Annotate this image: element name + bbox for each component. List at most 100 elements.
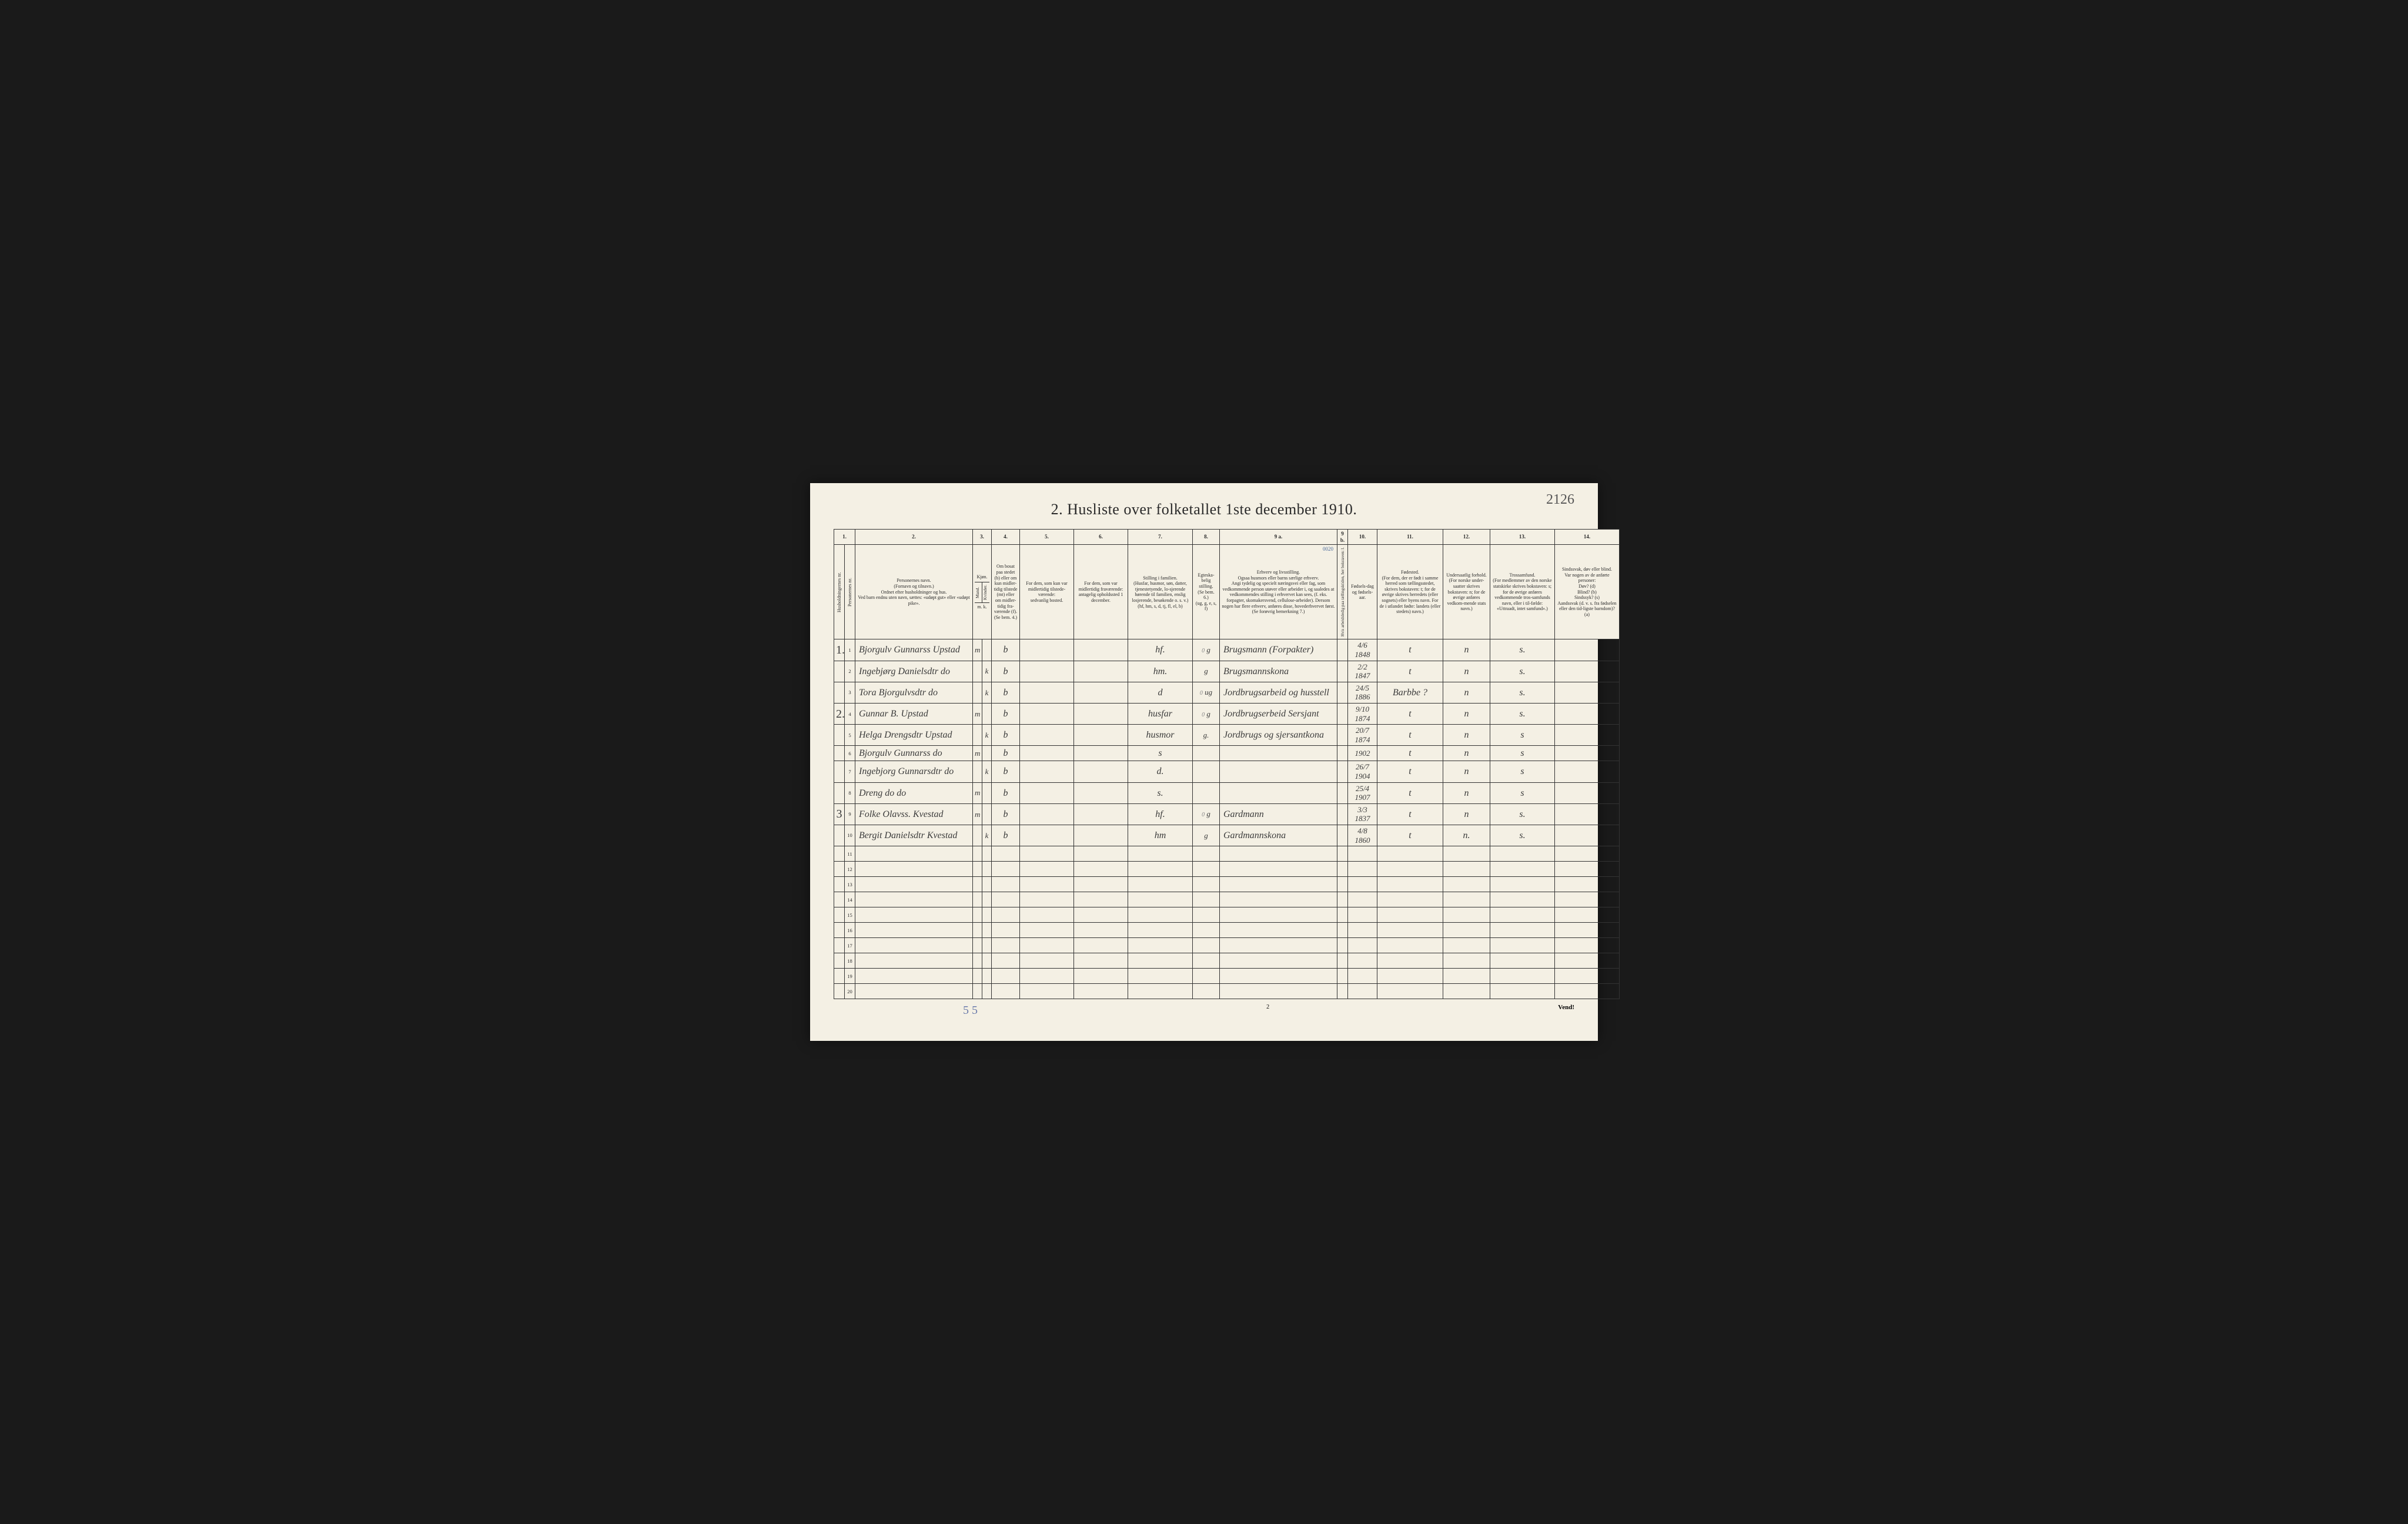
cell-residence: b (992, 761, 1020, 782)
colnum-9b: 9 b. (1337, 529, 1348, 545)
cell-birthplace (1377, 953, 1443, 969)
cell-nationality: n (1443, 661, 1490, 682)
hdr-disability: Sindssvak, døv eller blind. Var nogen av… (1555, 545, 1620, 639)
cell-sex-k (982, 782, 992, 803)
cell-sex-m (973, 682, 982, 703)
table-row-empty: 20 (834, 984, 1620, 999)
cell-hh-nr (834, 907, 845, 923)
cell-birth: 1902 (1348, 746, 1377, 761)
cell-family-pos (1128, 892, 1193, 907)
cell-birthplace (1377, 846, 1443, 862)
cell-occupation: Gardmannskona (1220, 825, 1337, 846)
cell-residence: b (992, 661, 1020, 682)
cell-family-pos (1128, 938, 1193, 953)
cell-name: Dreng do do (855, 782, 973, 803)
cell-religion: s (1490, 746, 1555, 761)
cell-marital (1193, 907, 1220, 923)
cell-marital: 0 g (1193, 639, 1220, 661)
cell-c6 (1074, 704, 1128, 725)
cell-c6 (1074, 803, 1128, 825)
cell-birth (1348, 984, 1377, 999)
cell-sex-m (973, 877, 982, 892)
cell-residence: b (992, 782, 1020, 803)
cell-disability (1555, 938, 1620, 953)
cell-sex-m (973, 953, 982, 969)
cell-sex-m (973, 825, 982, 846)
cell-unemployed (1337, 877, 1348, 892)
colnum-13: 13. (1490, 529, 1555, 545)
cell-sex-k: k (982, 725, 992, 746)
cell-religion (1490, 969, 1555, 984)
table-row: 2 Ingebjørg Danielsdtr do k b hm. g Brug… (834, 661, 1620, 682)
cell-religion: s. (1490, 825, 1555, 846)
cell-birthplace: t (1377, 803, 1443, 825)
cell-residence (992, 938, 1020, 953)
cell-birth (1348, 892, 1377, 907)
cell-sex-m (973, 969, 982, 984)
cell-hh-nr (834, 892, 845, 907)
cell-unemployed (1337, 892, 1348, 907)
cell-nationality (1443, 907, 1490, 923)
cell-nationality (1443, 923, 1490, 938)
cell-disability (1555, 761, 1620, 782)
cell-birthplace: t (1377, 761, 1443, 782)
hdr-person-nr: Personernes nr. (845, 545, 855, 639)
cell-c6 (1074, 825, 1128, 846)
cell-birth: 4/6 1848 (1348, 639, 1377, 661)
cell-occupation (1220, 938, 1337, 953)
cell-family-pos: hm. (1128, 661, 1193, 682)
cell-birth: 26/7 1904 (1348, 761, 1377, 782)
cell-birthplace (1377, 984, 1443, 999)
cell-occupation (1220, 969, 1337, 984)
cell-c6 (1074, 846, 1128, 862)
cell-disability (1555, 661, 1620, 682)
cell-nationality (1443, 969, 1490, 984)
hdr-temp-absent: For dem, som var midlertidig fraværende:… (1074, 545, 1128, 639)
cell-unemployed (1337, 938, 1348, 953)
hdr-sex: Kjøn. Mand. Kvinder. m. k. (973, 545, 992, 639)
cell-nationality: n (1443, 803, 1490, 825)
cell-birth (1348, 953, 1377, 969)
cell-unemployed (1337, 746, 1348, 761)
cell-c6 (1074, 877, 1128, 892)
cell-marital (1193, 877, 1220, 892)
hdr-religion: Trossamfund. (For medlemmer av den norsk… (1490, 545, 1555, 639)
cell-nationality (1443, 892, 1490, 907)
cell-sex-k (982, 923, 992, 938)
cell-hh-nr (834, 782, 845, 803)
cell-person-nr: 19 (845, 969, 855, 984)
cell-c5 (1020, 761, 1074, 782)
cell-residence (992, 862, 1020, 877)
cell-birthplace (1377, 907, 1443, 923)
colnum-1: 1. (834, 529, 855, 545)
cell-c6 (1074, 761, 1128, 782)
cell-sex-k: k (982, 661, 992, 682)
cell-hh-nr (834, 682, 845, 703)
cell-marital: 0 ug (1193, 682, 1220, 703)
cell-birth (1348, 907, 1377, 923)
cell-occupation (1220, 877, 1337, 892)
cell-birth: 20/7 1874 (1348, 725, 1377, 746)
cell-family-pos: s. (1128, 782, 1193, 803)
cell-marital: g (1193, 825, 1220, 846)
hdr-occupation-text: Erhverv og livsstilling. Ogsaa husmors e… (1222, 570, 1335, 614)
cell-birthplace: t (1377, 746, 1443, 761)
cell-sex-k (982, 938, 992, 953)
cell-disability (1555, 825, 1620, 846)
cell-occupation (1220, 953, 1337, 969)
cell-unemployed (1337, 969, 1348, 984)
cell-sex-m (973, 846, 982, 862)
cell-name (855, 892, 973, 907)
cell-unemployed (1337, 782, 1348, 803)
cell-person-nr: 11 (845, 846, 855, 862)
cell-hh-nr (834, 969, 845, 984)
colnum-9a: 9 a. (1220, 529, 1337, 545)
colnum-8: 8. (1193, 529, 1220, 545)
cell-sex-m (973, 862, 982, 877)
cell-sex-m: m (973, 803, 982, 825)
cell-person-nr: 3 (845, 682, 855, 703)
cell-disability (1555, 704, 1620, 725)
cell-disability (1555, 803, 1620, 825)
cell-religion: s. (1490, 704, 1555, 725)
cell-marital: g (1193, 661, 1220, 682)
